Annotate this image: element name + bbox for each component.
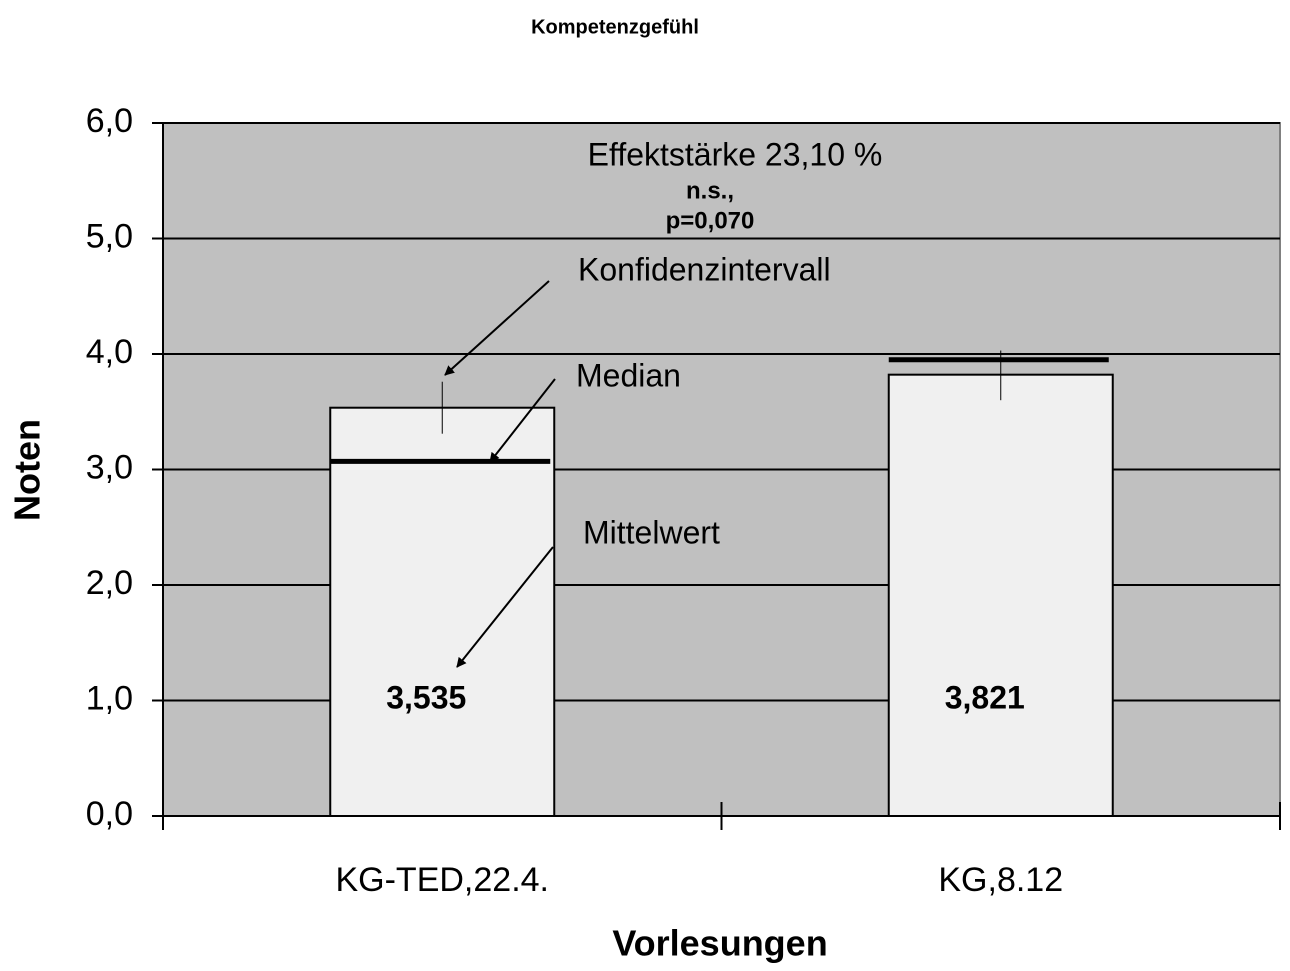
bar [887,373,1114,817]
value-label: 3,535 [386,679,466,715]
annotation: Median [576,357,681,393]
arrow [444,280,550,376]
x-axis-title: Vorlesungen [612,923,827,964]
chart-title: Kompetenzgefühl [531,16,699,38]
annotation: Mittelwert [583,514,720,550]
y-tick-label: 0,0 [86,795,133,833]
x-tick-label: KG,8.12 [938,861,1063,899]
y-tick-label: 1,0 [86,679,133,717]
y-tick-label: 3,0 [86,448,133,486]
annotation: n.s., [686,177,734,204]
annotation: Effektstärke 23,10 % [588,136,883,172]
y-tick-label: 6,0 [86,102,133,140]
y-tick-label: 2,0 [86,564,133,602]
x-tick-label: KG-TED,22.4. [335,861,549,899]
arrow [456,546,554,668]
arrow [489,378,556,463]
value-label: 3,821 [945,679,1025,715]
bar [329,406,556,817]
y-tick-label: 4,0 [86,333,133,371]
annotation: p=0,070 [666,207,755,234]
y-tick-label: 5,0 [86,217,133,255]
y-axis-title: Noten [7,419,48,521]
annotation: Konfidenzintervall [578,251,831,287]
